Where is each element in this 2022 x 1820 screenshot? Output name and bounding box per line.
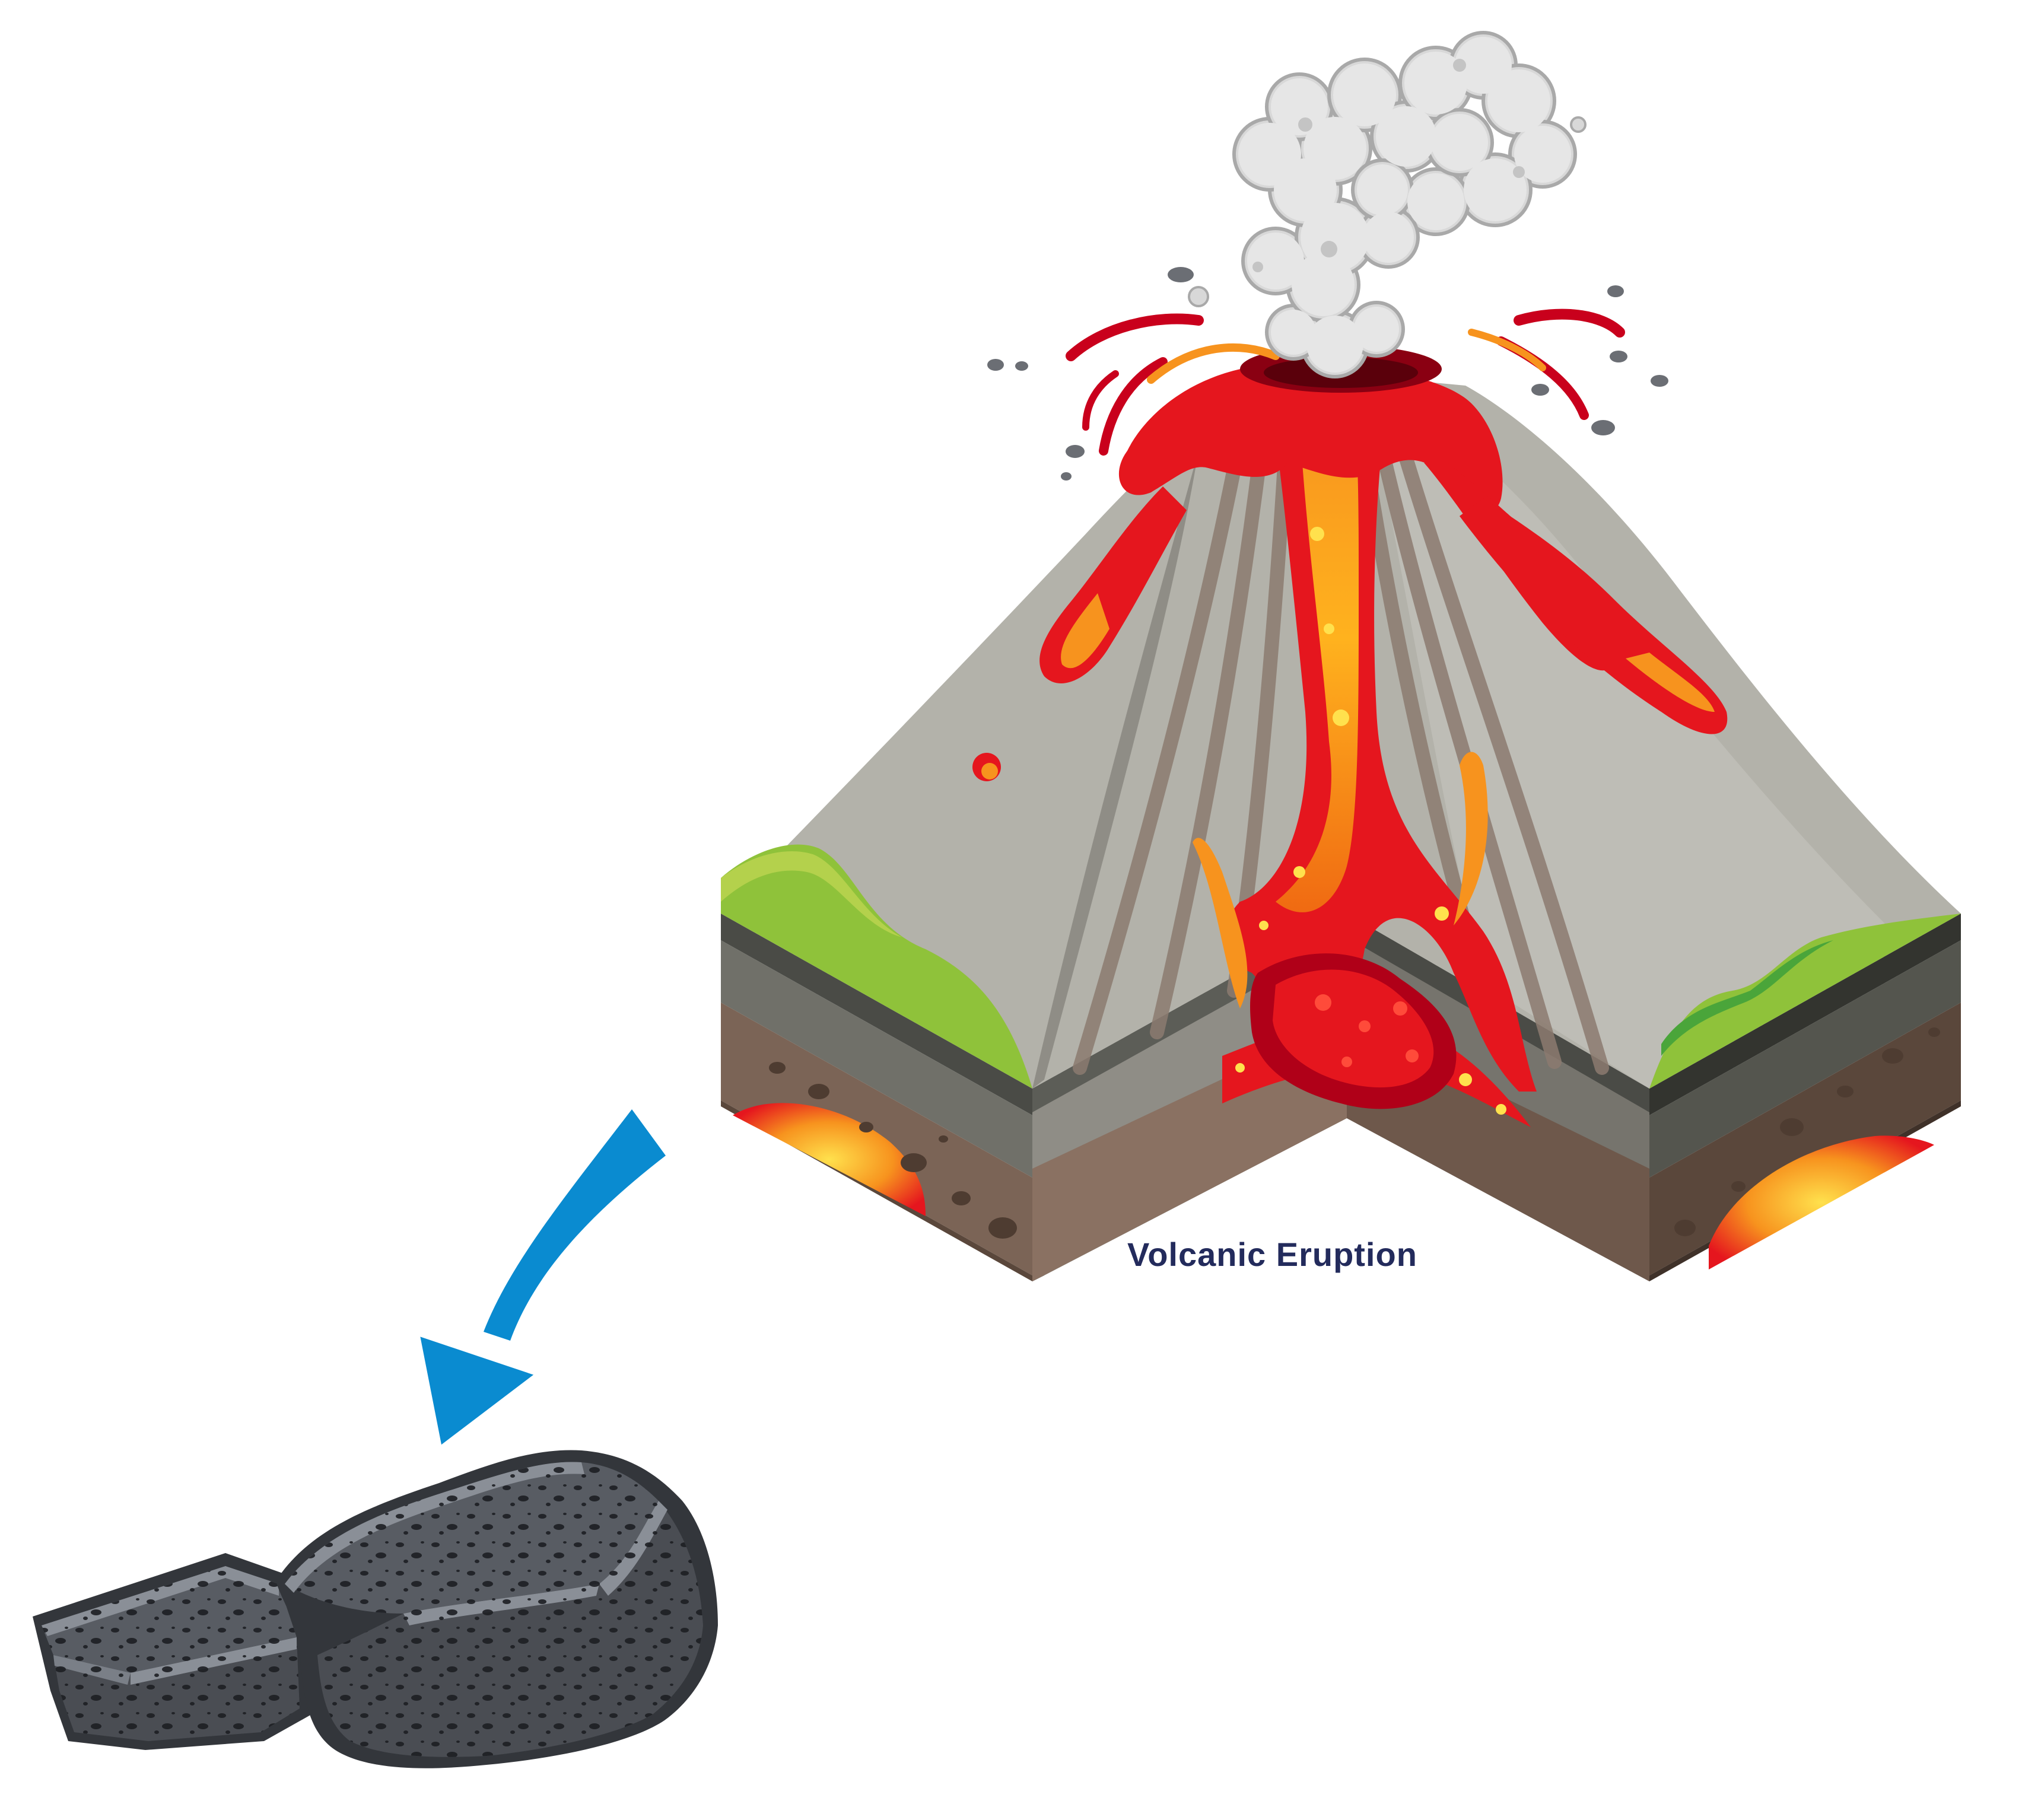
smoke-cloud-icon <box>1188 31 1587 378</box>
lava-crater-overflow <box>1118 363 1503 511</box>
pumice-rocks-icon <box>33 1450 718 1768</box>
caption-volcanic-eruption: Volcanic Eruption <box>1127 1236 1417 1273</box>
magma-pocket-left <box>733 1103 926 1216</box>
curved-arrow-icon <box>420 1109 666 1445</box>
chamber-bubbles <box>1315 994 1419 1067</box>
volcano-cross-section-icon <box>721 267 1961 1281</box>
lava-conduit <box>1222 392 1537 1103</box>
lava-bubbles <box>1235 527 1506 1115</box>
magma-pocket-right <box>1709 1135 1934 1269</box>
cone-streaks <box>1073 408 1609 1075</box>
lava-splashes <box>1066 308 1625 456</box>
grass-right <box>1649 914 1961 1089</box>
grass-left <box>721 844 1032 1089</box>
small-pumice-rock <box>33 1553 311 1750</box>
rock-debris <box>987 267 1668 481</box>
soil-speckles <box>769 1027 1940 1239</box>
large-pumice-rock <box>276 1450 718 1768</box>
